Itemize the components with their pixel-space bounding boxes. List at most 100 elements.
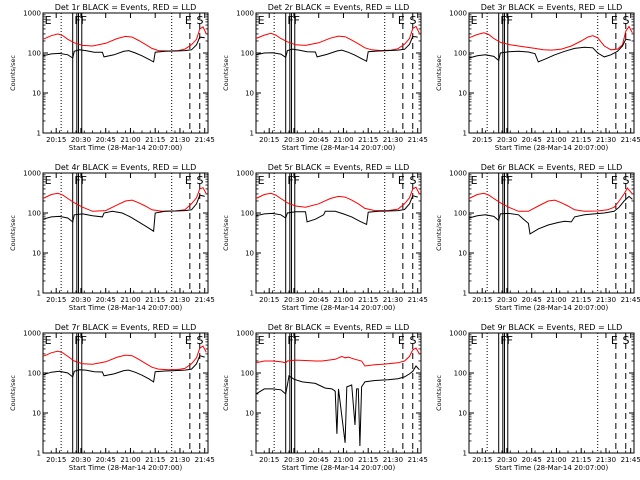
annotation-label: S xyxy=(622,14,629,27)
x-tick-label: 20:30 xyxy=(497,296,517,304)
events-series-line xyxy=(468,38,631,63)
x-tick-label: 20:30 xyxy=(497,136,517,144)
x-tick-label: 21:15 xyxy=(145,456,165,464)
annotation-label: S xyxy=(196,174,203,187)
annotation-label: FF xyxy=(287,334,300,347)
y-axis-label: Counts/sec xyxy=(9,215,17,251)
annotation-label: FF xyxy=(500,174,513,187)
y-axis-label: Counts/sec xyxy=(435,55,443,91)
x-tick-label: 20:30 xyxy=(497,456,517,464)
events-series-line xyxy=(42,36,205,63)
y-tick-label: 1000 xyxy=(23,170,41,178)
panel-1: Det 1r BLACK = Events, RED = LLD 1 10 100 10… xyxy=(9,3,215,152)
x-tick-label: 21:15 xyxy=(571,296,591,304)
y-axis-label: Counts/sec xyxy=(222,375,230,411)
panel-2: Det 2r BLACK = Events, RED = LLD 1 10 100 10… xyxy=(222,3,428,152)
x-tick-label: 20:45 xyxy=(309,136,329,144)
annotation-label: E xyxy=(398,14,405,27)
annotation-label: E xyxy=(185,14,192,27)
y-tick-label: 100 xyxy=(454,370,467,378)
y-tick-label: 1 xyxy=(463,290,467,298)
annotation-label: S xyxy=(196,14,203,27)
y-tick-label: 1 xyxy=(37,290,41,298)
y-tick-label: 10 xyxy=(245,90,254,98)
annotation-label: E xyxy=(398,334,405,347)
x-tick-label: 21:45 xyxy=(621,136,640,144)
x-axis-label: Start Time (28-Mar-14 20:07:00) xyxy=(282,304,396,312)
events-series-line xyxy=(255,365,420,447)
y-tick-label: 1 xyxy=(463,450,467,458)
panel-7: Det 7r BLACK = Events, RED = LLD 1 10 100 10… xyxy=(9,323,215,472)
y-tick-label: 100 xyxy=(28,370,41,378)
x-tick-label: 21:45 xyxy=(195,456,215,464)
x-tick-label: 20:15 xyxy=(472,456,492,464)
x-tick-label: 20:15 xyxy=(46,136,66,144)
panel-title: Det 5r BLACK = Events, RED = LLD xyxy=(268,163,410,172)
panel-6: Det 6r BLACK = Events, RED = LLD 1 10 100 10… xyxy=(435,163,640,312)
x-tick-label: 20:45 xyxy=(96,296,116,304)
events-series-line xyxy=(255,35,418,63)
x-tick-label: 21:15 xyxy=(358,136,378,144)
annotation-label: S xyxy=(196,334,203,347)
x-tick-label: 20:15 xyxy=(259,456,279,464)
lld-series-line xyxy=(255,186,420,212)
x-tick-label: 21:15 xyxy=(571,456,591,464)
x-tick-label: 21:30 xyxy=(596,136,616,144)
y-tick-label: 100 xyxy=(28,50,41,58)
y-tick-label: 1 xyxy=(250,290,254,298)
y-tick-label: 1000 xyxy=(236,10,254,18)
x-tick-label: 21:00 xyxy=(120,456,140,464)
plot-frame xyxy=(468,12,635,134)
y-axis-label: Counts/sec xyxy=(435,375,443,411)
annotation-label: E xyxy=(471,14,478,27)
annotation-label: S xyxy=(622,334,629,347)
events-series-line xyxy=(42,194,205,233)
x-tick-label: 21:30 xyxy=(170,136,190,144)
x-tick-label: 21:15 xyxy=(145,296,165,304)
y-axis-label: Counts/sec xyxy=(222,55,230,91)
x-tick-label: 21:00 xyxy=(333,296,353,304)
events-series-line xyxy=(255,195,418,226)
annotation-label: E xyxy=(185,174,192,187)
x-tick-label: 21:00 xyxy=(333,136,353,144)
x-axis-label: Start Time (28-Mar-14 20:07:00) xyxy=(495,144,609,152)
x-tick-label: 20:15 xyxy=(259,296,279,304)
lld-series-line xyxy=(468,187,633,212)
x-tick-label: 21:45 xyxy=(408,296,428,304)
y-tick-label: 1000 xyxy=(236,170,254,178)
x-tick-label: 20:45 xyxy=(522,136,542,144)
annotation-label: E xyxy=(611,334,618,347)
lld-series-line xyxy=(255,25,420,52)
plot-frame xyxy=(255,12,422,134)
y-tick-label: 10 xyxy=(245,250,254,258)
y-tick-label: 1 xyxy=(37,130,41,138)
annotation-label: S xyxy=(409,174,416,187)
x-tick-label: 21:45 xyxy=(408,136,428,144)
panel-8: Det 8r BLACK = Events, RED = LLD 1 10 100 10… xyxy=(222,323,428,472)
annotation-label: S xyxy=(622,174,629,187)
plot-frame xyxy=(42,12,209,134)
x-tick-label: 20:30 xyxy=(284,296,304,304)
x-tick-label: 21:00 xyxy=(546,136,566,144)
annotation-label: FF xyxy=(287,14,300,27)
lld-series-line xyxy=(468,25,633,51)
y-tick-label: 100 xyxy=(241,210,254,218)
x-axis-label: Start Time (28-Mar-14 20:07:00) xyxy=(282,464,396,472)
y-tick-label: 1000 xyxy=(449,170,467,178)
x-tick-label: 20:30 xyxy=(71,456,91,464)
y-axis-label: Counts/sec xyxy=(222,215,230,251)
x-tick-label: 20:45 xyxy=(522,296,542,304)
annotation-label: FF xyxy=(287,174,300,187)
x-tick-label: 21:00 xyxy=(333,456,353,464)
y-tick-label: 1000 xyxy=(23,10,41,18)
y-axis-label: Counts/sec xyxy=(9,375,17,411)
x-tick-label: 21:45 xyxy=(621,456,640,464)
x-tick-label: 20:30 xyxy=(284,456,304,464)
plot-frame xyxy=(468,172,635,294)
x-axis-label: Start Time (28-Mar-14 20:07:00) xyxy=(495,464,609,472)
x-tick-label: 21:30 xyxy=(170,296,190,304)
x-tick-label: 21:30 xyxy=(170,456,190,464)
y-tick-label: 10 xyxy=(458,410,467,418)
events-series-line xyxy=(468,195,633,235)
x-axis-label: Start Time (28-Mar-14 20:07:00) xyxy=(282,144,396,152)
